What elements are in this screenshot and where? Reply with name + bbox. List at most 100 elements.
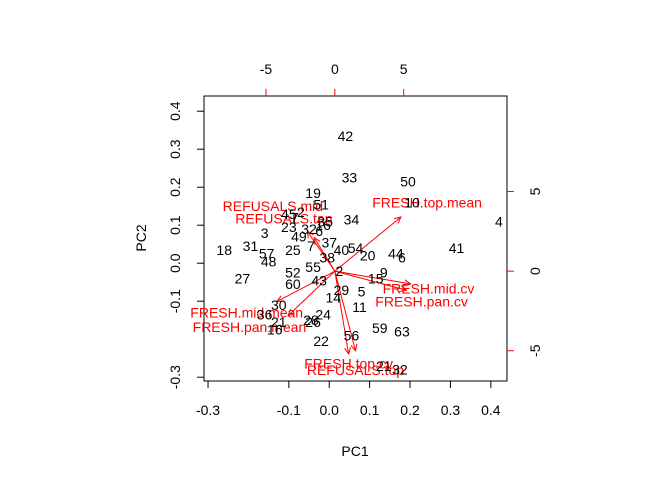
observation-label: 16 bbox=[315, 217, 331, 233]
observation-label: 23 bbox=[281, 219, 297, 235]
observation-label: 50 bbox=[400, 174, 416, 190]
left-tick-label: 0.3 bbox=[167, 139, 183, 159]
observation-label: 4 bbox=[495, 213, 503, 229]
observation-label: 49 bbox=[291, 229, 307, 245]
observation-label: 18 bbox=[216, 242, 232, 258]
loading-label: REFUSALS.mid bbox=[223, 198, 323, 214]
observation-label: 63 bbox=[394, 324, 410, 340]
observation-label: 55 bbox=[305, 259, 321, 275]
observation-label: 3 bbox=[261, 225, 269, 241]
observation-label: 44 bbox=[388, 246, 404, 262]
loading-arrow-line bbox=[334, 216, 402, 272]
observation-label: 32 bbox=[392, 362, 408, 378]
bottom-tick-label: -0.1 bbox=[277, 402, 301, 418]
observation-label: 16 bbox=[267, 322, 283, 338]
loading-label: REFUSALS.top bbox=[307, 362, 404, 378]
observation-label: 48 bbox=[261, 253, 277, 269]
bottom-tick-label: 0.2 bbox=[400, 402, 420, 418]
top-tick-label: 5 bbox=[400, 61, 408, 77]
observation-label: 52 bbox=[285, 265, 301, 281]
loading-arrow-line bbox=[334, 271, 350, 355]
observation-label: 31 bbox=[243, 238, 259, 254]
left-tick-label: 0.2 bbox=[167, 177, 183, 197]
observation-label: 38 bbox=[319, 250, 335, 266]
observation-label: 41 bbox=[449, 240, 465, 256]
observation-label: 2 bbox=[335, 263, 343, 279]
loading-label: FRESH.mid.cv bbox=[383, 281, 475, 297]
loading-arrow-line bbox=[287, 270, 336, 317]
observation-label: 54 bbox=[348, 240, 364, 256]
observation-label: 6 bbox=[398, 250, 406, 266]
observation-label: 10 bbox=[404, 194, 420, 210]
observation-label: 20 bbox=[360, 248, 376, 264]
observation-label: 33 bbox=[342, 170, 358, 186]
observation-label: 5 bbox=[358, 284, 366, 300]
bottom-axis: -0.3 -0.1 0.0 0.1 0.2 0.3 0.4 bbox=[196, 381, 501, 418]
loading-label: FRESH.top.cv bbox=[304, 355, 393, 371]
observation-label: 14 bbox=[325, 289, 341, 305]
right-tick-label: -5 bbox=[527, 344, 543, 357]
loading-arrow-head bbox=[306, 230, 314, 239]
right-tick-label: 0 bbox=[527, 267, 543, 275]
observation-label: 7 bbox=[291, 210, 299, 226]
loading-label: FRESH.top.mean bbox=[372, 195, 482, 211]
loading-label: FRESH.pan.mean bbox=[193, 319, 307, 335]
left-tick-label: 0.0 bbox=[167, 253, 183, 273]
loading-arrow-head bbox=[394, 216, 402, 224]
left-tick-label: -0.1 bbox=[167, 289, 183, 313]
observation-label: 30 bbox=[271, 297, 287, 313]
top-tick-label: -5 bbox=[260, 61, 273, 77]
loading-arrow-head bbox=[313, 236, 321, 245]
observation-label: 24 bbox=[315, 307, 331, 323]
left-tick-label: 0.1 bbox=[167, 215, 183, 235]
observation-label: 35 bbox=[317, 213, 333, 229]
observation-label: 28 bbox=[303, 312, 319, 328]
loading-arrow-line bbox=[276, 270, 336, 302]
observation-label: 6 bbox=[315, 223, 323, 239]
top-tick-label: 0 bbox=[331, 61, 339, 77]
loading-arrow-line bbox=[313, 237, 336, 272]
observation-label: 27 bbox=[235, 270, 251, 286]
observation-label: 37 bbox=[321, 234, 337, 250]
y-axis-label: PC2 bbox=[133, 224, 149, 251]
observation-label: 32 bbox=[301, 221, 317, 237]
right-axis: -5 0 5 bbox=[507, 187, 543, 357]
bottom-tick-label: 0.3 bbox=[441, 402, 461, 418]
loading-arrow-line bbox=[334, 270, 407, 291]
right-tick-label: 5 bbox=[527, 187, 543, 195]
observation-label: 60 bbox=[285, 276, 301, 292]
observation-label: 19 bbox=[305, 185, 321, 201]
loading-arrow-line bbox=[334, 270, 411, 285]
loading-arrow-line bbox=[334, 271, 356, 351]
bottom-tick-label: 0.4 bbox=[481, 402, 501, 418]
left-axis: -0.3 -0.1 0.0 0.1 0.2 0.3 0.4 bbox=[167, 101, 204, 389]
bottom-tick-label: 0.0 bbox=[320, 402, 340, 418]
observation-label: 2 bbox=[297, 204, 305, 220]
observation-label: 51 bbox=[313, 196, 329, 212]
observation-label: 57 bbox=[259, 246, 275, 262]
observation-label: 15 bbox=[368, 270, 384, 286]
loading-label: FRESH.pan.cv bbox=[375, 293, 468, 309]
observation-label: 25 bbox=[285, 242, 301, 258]
left-tick-label: 0.4 bbox=[167, 101, 183, 121]
observation-label: 21 bbox=[271, 314, 287, 330]
observation-label: 45 bbox=[281, 206, 297, 222]
observation-label: 34 bbox=[344, 212, 360, 228]
observation-label: 7 bbox=[307, 238, 315, 254]
loading-label: REFUSALS.tan bbox=[235, 211, 332, 227]
observation-label: 26 bbox=[305, 314, 321, 330]
observation-label: 22 bbox=[313, 333, 329, 349]
bottom-tick-label: -0.3 bbox=[196, 402, 220, 418]
observation-label: 29 bbox=[334, 282, 350, 298]
loading-arrow-head bbox=[287, 308, 295, 317]
observation-label: 11 bbox=[352, 299, 367, 315]
observation-label: 43 bbox=[311, 272, 327, 288]
bottom-tick-label: 0.1 bbox=[360, 402, 380, 418]
observation-label: 40 bbox=[334, 242, 350, 258]
loading-arrow-head bbox=[399, 285, 408, 293]
observation-label: 9 bbox=[380, 265, 388, 281]
observation-label: 21 bbox=[376, 358, 392, 374]
